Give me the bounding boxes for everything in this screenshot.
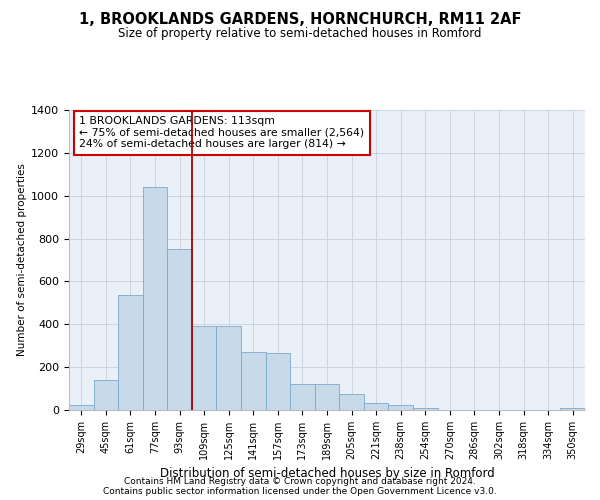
Bar [560,408,585,410]
Text: Contains HM Land Registry data © Crown copyright and database right 2024.: Contains HM Land Registry data © Crown c… [124,477,476,486]
Y-axis label: Number of semi-detached properties: Number of semi-detached properties [17,164,27,356]
Bar [143,187,167,410]
Bar [217,326,241,410]
Bar [241,352,266,410]
Bar [167,250,192,410]
Bar [315,384,339,410]
Bar [69,404,94,410]
Bar [388,404,413,410]
Bar [94,380,118,410]
Bar [118,296,143,410]
Bar [364,402,388,410]
Text: Size of property relative to semi-detached houses in Romford: Size of property relative to semi-detach… [118,28,482,40]
Bar [413,408,437,410]
Bar [192,326,217,410]
Text: Contains public sector information licensed under the Open Government Licence v3: Contains public sector information licen… [103,487,497,496]
Text: 1, BROOKLANDS GARDENS, HORNCHURCH, RM11 2AF: 1, BROOKLANDS GARDENS, HORNCHURCH, RM11 … [79,12,521,28]
Bar [339,394,364,410]
Bar [290,384,315,410]
Bar [266,353,290,410]
Text: 1 BROOKLANDS GARDENS: 113sqm
← 75% of semi-detached houses are smaller (2,564)
2: 1 BROOKLANDS GARDENS: 113sqm ← 75% of se… [79,116,364,149]
X-axis label: Distribution of semi-detached houses by size in Romford: Distribution of semi-detached houses by … [160,468,494,480]
